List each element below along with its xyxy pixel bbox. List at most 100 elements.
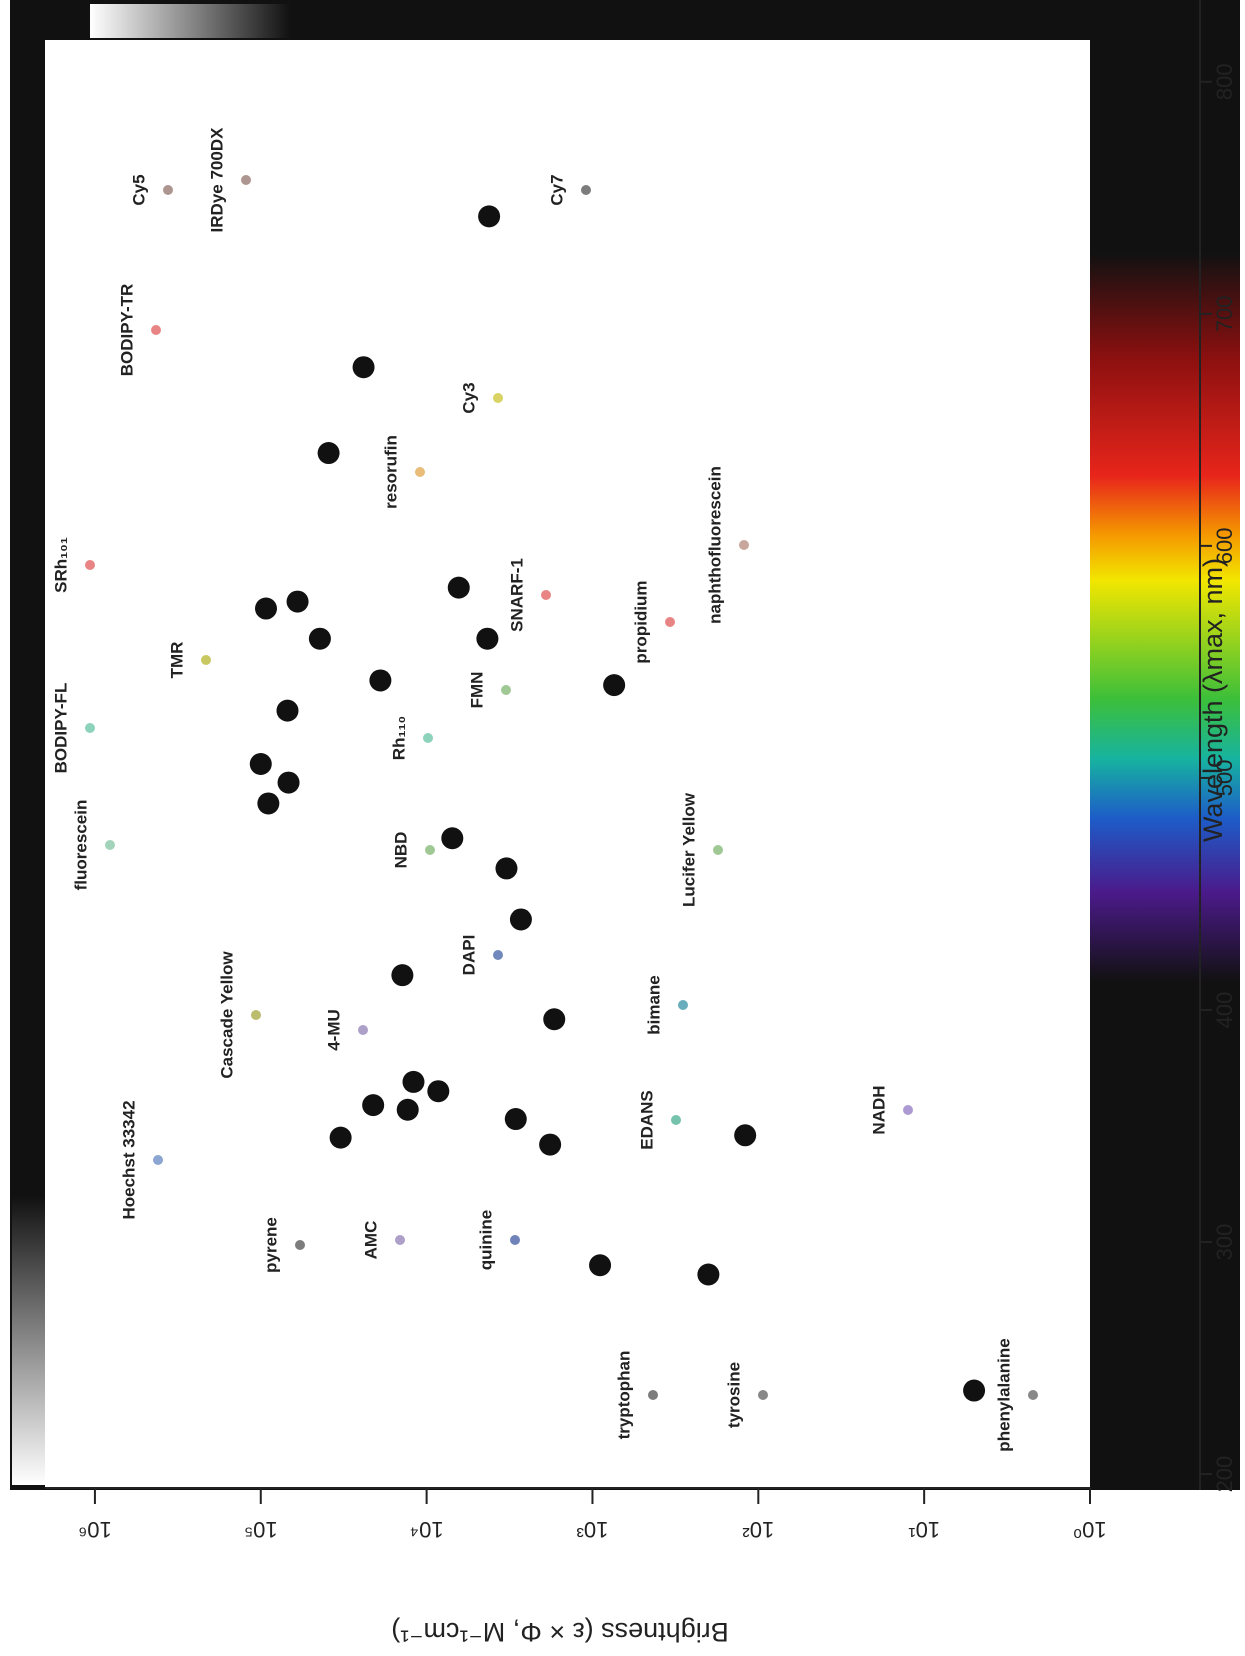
data-point (402, 1070, 425, 1093)
data-point (317, 442, 340, 465)
dye-swatch (758, 1390, 768, 1400)
data-point (589, 1254, 612, 1277)
dye-swatch (85, 560, 95, 570)
dye-swatch (85, 723, 95, 733)
data-point (697, 1263, 720, 1286)
x-tick-label: 600 (1212, 528, 1237, 565)
data-point (478, 205, 501, 228)
y-tick-label: 10⁰ (1073, 1517, 1106, 1542)
data-point (543, 1008, 566, 1031)
data-point (308, 627, 331, 650)
y-tick-label: 10² (742, 1517, 774, 1542)
dye-label: DAPI (459, 935, 478, 976)
data-point (391, 964, 414, 987)
data-point (254, 597, 277, 620)
dye-swatch (713, 845, 723, 855)
dye-label: Rh₁₁₀ (389, 716, 408, 760)
data-point (539, 1133, 562, 1156)
dye-swatch (105, 840, 115, 850)
dye-label: FMN (467, 672, 486, 709)
x-tick-label: 400 (1212, 992, 1237, 1029)
dye-swatch (581, 185, 591, 195)
dye-swatch (153, 1155, 163, 1165)
data-point (427, 1080, 450, 1103)
dye-swatch (1028, 1390, 1038, 1400)
dye-swatch (493, 393, 503, 403)
data-point (734, 1124, 757, 1147)
y-tick-label: 10¹ (908, 1517, 940, 1542)
dye-label: AMC (361, 1221, 380, 1260)
dye-label: propidium (631, 580, 650, 663)
y-axis-label: Brightness (ε × Φ, M⁻¹cm⁻¹) (391, 1617, 728, 1647)
x-tick-label: 500 (1212, 760, 1237, 797)
dye-swatch (903, 1105, 913, 1115)
x-tick-label: 200 (1212, 1456, 1237, 1493)
x-axis-label: Wavelength (λmax, nm) (1198, 558, 1228, 842)
dye-swatch (295, 1240, 305, 1250)
dye-swatch (395, 1235, 405, 1245)
dye-label: tyrosine (724, 1362, 743, 1428)
fade-strip (12, 40, 46, 1485)
dye-swatch (415, 467, 425, 477)
dye-swatch (358, 1025, 368, 1035)
dye-swatch (423, 733, 433, 743)
dye-swatch (501, 685, 511, 695)
dye-swatch (678, 1000, 688, 1010)
dye-label: SRh₁₀₁ (51, 537, 70, 593)
plot-area (45, 40, 1090, 1488)
dye-label: bimane (644, 975, 663, 1035)
dye-label: BODIPY-TR (117, 284, 136, 377)
dye-label: naphthofluorescein (705, 466, 724, 624)
data-point (329, 1126, 352, 1149)
x-tick-label: 300 (1212, 1224, 1237, 1261)
dye-label: NADH (869, 1085, 888, 1134)
dye-label: quinine (476, 1210, 495, 1270)
dye-swatch (151, 325, 161, 335)
dye-swatch (648, 1390, 658, 1400)
dye-swatch (671, 1115, 681, 1125)
data-point (447, 576, 470, 599)
dye-label: Cascade Yellow (217, 951, 236, 1079)
data-point (257, 792, 280, 815)
dye-swatch (665, 617, 675, 627)
x-tick-label: 800 (1212, 63, 1237, 100)
dye-label: fluorescein (71, 800, 90, 891)
data-point (249, 753, 272, 775)
dye-swatch (163, 185, 173, 195)
dye-label: SNARF-1 (507, 558, 526, 632)
dye-swatch (251, 1010, 261, 1020)
dye-label: Lucifer Yellow (679, 792, 698, 907)
y-tick-label: 10⁴ (410, 1517, 444, 1542)
dye-label: Hoechst 33342 (119, 1100, 138, 1219)
dye-label: Cy7 (547, 174, 566, 205)
x-tick-label: 700 (1212, 295, 1237, 332)
dye-label: TMR (167, 642, 186, 679)
data-point (396, 1098, 419, 1121)
dye-swatch (541, 590, 551, 600)
data-point (504, 1108, 527, 1131)
data-point (352, 356, 375, 379)
dye-label: BODIPY-FL (51, 683, 70, 774)
dye-swatch (241, 175, 251, 185)
fade-strip (90, 4, 1090, 38)
data-point (276, 699, 299, 722)
dye-label: IRDye 700DX (207, 127, 226, 233)
dye-label: NBD (391, 832, 410, 869)
dye-swatch (510, 1235, 520, 1245)
dye-label: Cy5 (129, 174, 148, 205)
y-tick-label: 10⁵ (244, 1517, 278, 1542)
dye-label: Cy3 (459, 382, 478, 413)
data-point (495, 857, 518, 880)
data-point (476, 627, 499, 650)
dye-label: tryptophan (614, 1351, 633, 1440)
data-point (277, 771, 300, 794)
dye-swatch (425, 845, 435, 855)
dye-label: 4-MU (324, 1009, 343, 1051)
dye-swatch (739, 540, 749, 550)
data-point (369, 669, 392, 692)
y-tick-label: 10⁶ (78, 1517, 112, 1542)
data-point (963, 1379, 986, 1402)
dye-swatch (201, 655, 211, 665)
y-tick-label: 10³ (577, 1517, 609, 1542)
